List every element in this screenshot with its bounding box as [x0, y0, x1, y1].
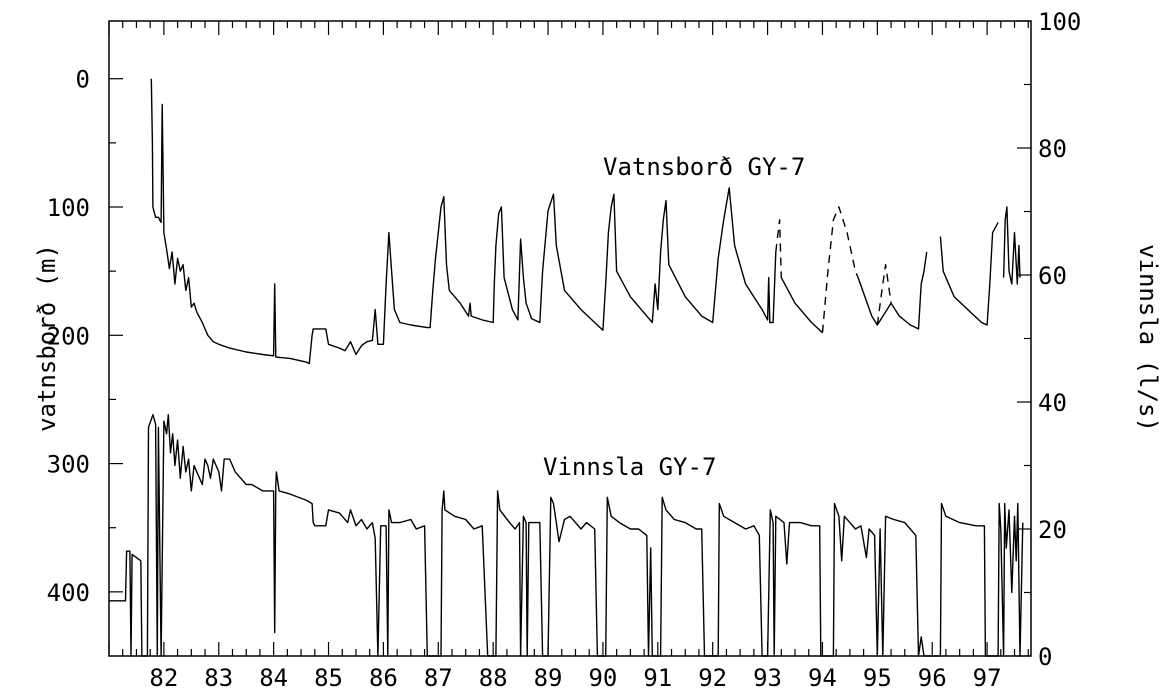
y-right-tick-label: 100 [1038, 8, 1081, 36]
y-left-tick-label: 400 [47, 579, 90, 607]
y-right-tick-label: 60 [1038, 262, 1067, 290]
x-tick-label: 88 [479, 664, 508, 692]
x-tick-label: 91 [643, 664, 672, 692]
series-line [821, 206, 859, 333]
y-left-tick-label: 0 [76, 66, 90, 94]
series-line [775, 219, 782, 278]
series-line [876, 264, 892, 326]
x-tick-label: 97 [973, 664, 1002, 692]
y-right-tick-label: 80 [1038, 135, 1067, 163]
x-tick-label: 85 [314, 664, 343, 692]
annotation-vinnsla: Vinnsla GY-7 [543, 453, 716, 481]
y-right-tick-label: 0 [1038, 643, 1052, 671]
x-tick-label: 89 [534, 664, 563, 692]
y-left-tick-label: 300 [47, 451, 90, 479]
series-line [780, 277, 823, 334]
x-tick-label: 83 [204, 664, 233, 692]
x-tick-label: 92 [698, 664, 727, 692]
series-layer [109, 78, 1024, 657]
plot-frame [108, 20, 1032, 657]
y-left-tick-label: 200 [47, 322, 90, 350]
y-left-title: vatnsborð (m) [33, 244, 61, 432]
axis-labels: 82 83 84 85 86 87 88 89 90 91 92 93 94 95 96 9701002003… [47, 8, 1082, 692]
x-tick-label: 86 [369, 664, 398, 692]
series-line [1002, 206, 1021, 285]
x-tick-label: 82 [149, 664, 178, 692]
x-tick-label: 90 [588, 664, 617, 692]
y-right-tick-label: 40 [1038, 389, 1067, 417]
x-tick-label: 93 [753, 664, 782, 692]
series-line [150, 78, 777, 365]
axis-ticks [108, 20, 1031, 657]
x-tick-label: 84 [259, 664, 288, 692]
y-left-tick-label: 100 [47, 194, 90, 222]
x-tick-label: 95 [863, 664, 892, 692]
series-line [939, 222, 999, 326]
x-tick-label: 87 [424, 664, 453, 692]
y-right-title: vinnsla (l/s) [1134, 244, 1161, 432]
x-tick-label: 94 [808, 664, 837, 692]
annotation-vatnsbord: Vatnsborð GY-7 [603, 153, 805, 181]
series-line [857, 251, 928, 330]
series-line [109, 414, 1024, 657]
x-tick-label: 96 [918, 664, 947, 692]
y-right-tick-label: 20 [1038, 516, 1067, 544]
